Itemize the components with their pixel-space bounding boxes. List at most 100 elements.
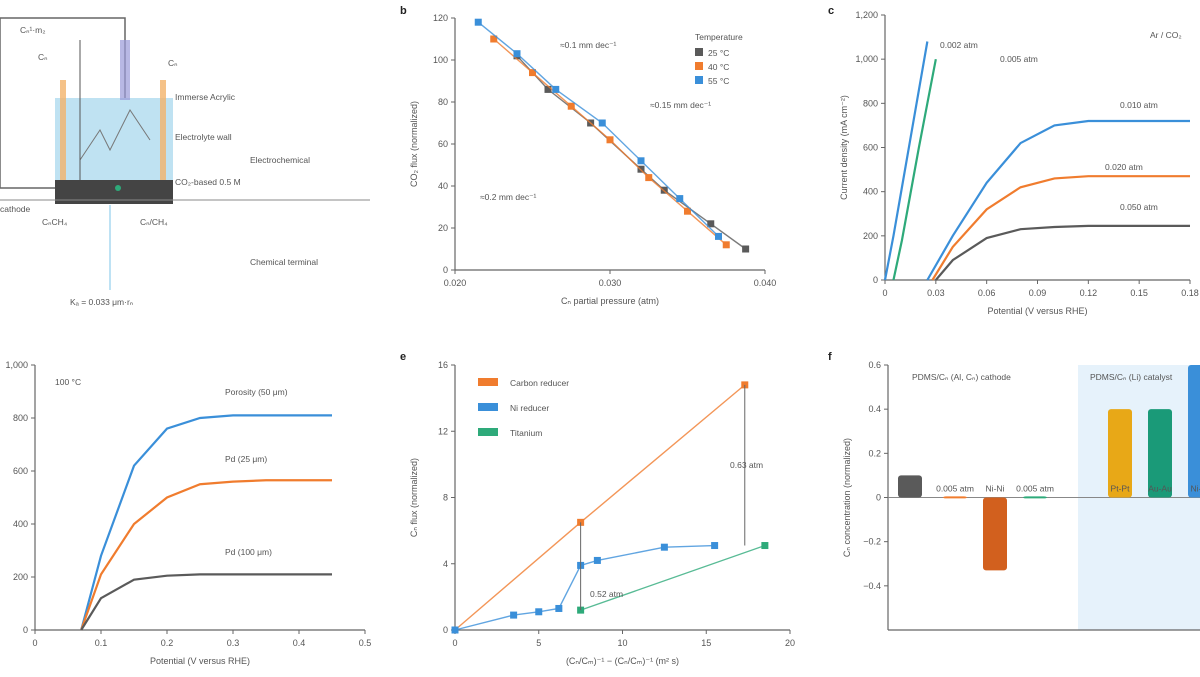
c-y-tick-label: 800 [863,98,878,108]
f-bar-label: 0.005 atm [1016,484,1054,494]
e-point [593,556,601,564]
f-y-tick-label: 0 [876,493,881,503]
b-point [552,85,560,93]
f-bar [983,497,1007,571]
b-x-tick-label: 0.040 [754,278,777,288]
b-point [513,50,521,58]
b-x-tick-label: 0.020 [444,278,467,288]
b-point [715,232,722,240]
d-y-tick-label: 0 [23,625,28,635]
label-bottom-left-2: Cₙ/CH₄ [140,217,168,227]
c-x-label: Potential (V versus RHE) [987,306,1087,316]
d-x-tick-label: 0.3 [227,638,240,648]
label-reservoir: Immerse Acrylic [175,92,236,102]
c-x-tick-label: 0.18 [1181,288,1199,298]
e-legend-label: Carbon reducer [510,378,569,388]
c-y-tick-label: 0 [873,275,878,285]
label-bottom-mid: Kₐ = 0.033 μm·rₙ [70,297,134,307]
d-title: 100 °C [55,377,81,387]
catalyst-dot [115,185,121,191]
d-y-tick-label: 200 [13,572,28,582]
f-group-label: PDMS/Cₙ (Al, Cₙ) cathode [912,372,1011,382]
c-series-line [931,175,1190,281]
c-series-label: 0.050 atm [1120,202,1158,212]
b-point [474,18,482,26]
panel-letter-f: f [828,351,832,363]
d-y-tick-label: 400 [13,519,28,529]
f-bar [1108,409,1132,498]
e-point [761,542,769,550]
panel-letter-c: c [828,5,834,17]
c-x-tick-label: 0.06 [978,288,996,298]
e-y-tick-label: 12 [438,426,448,436]
d-series-label: Pd (100 μm) [225,547,272,557]
label-left-edge: cathode [0,204,31,214]
e-series-line [580,544,766,611]
e-point [451,626,459,634]
b-legend-label: 40 °C [708,62,729,72]
b-legend-label: 55 °C [708,76,729,86]
c-x-tick-label: 0.09 [1029,288,1047,298]
e-y-tick-label: 0 [443,625,448,635]
f-bar [1188,365,1200,498]
b-annotation: ≈0.1 mm dec⁻¹ [560,40,617,50]
label-right-2: Electrochemical [250,155,310,165]
f-bar-label: Ni-Pt [1191,484,1200,494]
right-electrode [160,80,166,190]
e-y-tick-label: 4 [443,559,448,569]
label-ring-left: Cₙ [38,52,48,62]
b-point [529,69,536,77]
b-point [707,220,715,228]
b-legend-swatch [695,76,703,84]
c-y-tick-label: 200 [863,231,878,241]
f-y-tick-label: 0.2 [868,448,881,458]
electrolyte-reservoir [55,98,173,180]
e-legend-swatch [478,378,498,386]
e-point [535,608,543,616]
c-y-tick-label: 600 [863,143,878,153]
e-point [660,543,668,551]
e-x-tick-label: 20 [785,638,795,648]
c-series-label: 0.005 atm [1000,54,1038,64]
d-series-label: Porosity (50 μm) [225,387,288,397]
panel-b-chart: 0.020 0.030 0.040 0 20 40 60 80 100 120 Cₙ partial… [409,13,776,306]
label-right-3: CO₂-based 0.5 M [175,177,241,187]
c-x-tick-label: 0.12 [1080,288,1098,298]
d-y-tick-label: 800 [13,413,28,423]
b-y-tick-label: 100 [433,55,448,65]
f-bar-label: Pt-Pt [1111,484,1131,494]
panel-f-chart: Cₙ concentration (normalized) 0.6 0.4 0.2 0 −… [842,360,1200,631]
label-right-1: Electrolyte wall [175,132,232,142]
b-y-tick-label: 80 [438,97,448,107]
c-x-tick-label: 0 [882,288,887,298]
c-series-line [934,224,1190,281]
e-x-label: (Cₙ/Cₘ)⁻¹ − (Cₙ/Cₘ)⁻¹ (m² s) [566,656,679,666]
b-point [676,195,684,203]
b-legend-title: Temperature [695,32,743,42]
b-x-tick-label: 0.030 [599,278,622,288]
e-y-tick-label: 8 [443,493,448,503]
e-series-line [454,544,715,631]
b-point [490,35,498,43]
f-bar [943,496,967,499]
b-y-tick-label: 20 [438,223,448,233]
label-bottom-right: Chemical terminal [250,257,318,267]
diffusion-path [79,109,151,161]
f-bar [898,475,922,498]
b-point [544,85,552,93]
c-y-label: Current density (mA cm⁻²) [839,95,849,200]
e-point [711,542,719,550]
b-x-label: Cₙ partial pressure (atm) [561,296,659,306]
c-series-line [883,41,929,281]
c-series-line [926,119,1190,281]
label-ring-right: Cₙ [168,58,178,68]
c-x-tick-label: 0.15 [1130,288,1148,298]
panel-e-chart: 0 5 10 15 20 0 4 8 12 16 (Cₙ/Cₘ)⁻¹ − (Cₙ/Cₘ)⁻¹ (m²… [409,360,795,666]
e-legend-swatch [478,428,498,436]
b-point [567,102,575,110]
e-y-label: Cₙ flux (normalized) [409,458,419,537]
b-point [598,119,606,127]
f-group-label: PDMS/Cₙ (Li) catalyst [1090,372,1173,382]
c-series-label: 0.002 atm [940,40,978,50]
